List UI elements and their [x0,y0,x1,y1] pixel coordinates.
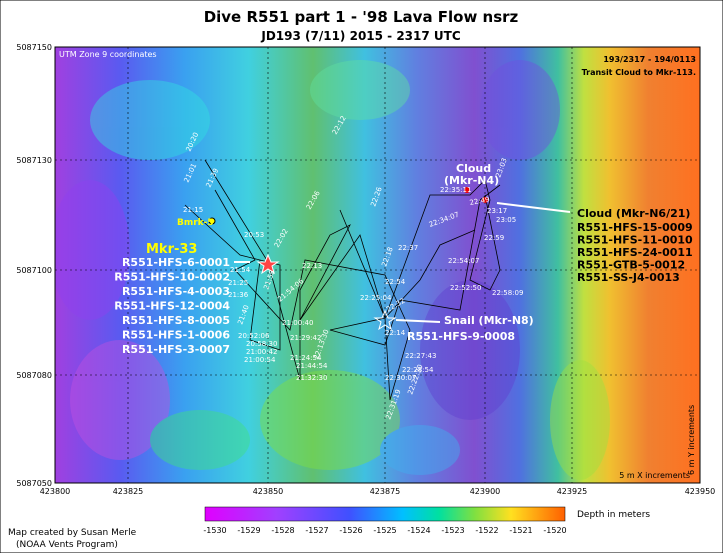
time-label: 21:44:54 [296,362,328,370]
time-label: 20:58:30 [246,340,277,348]
colorbar-label: Depth in meters [577,510,650,520]
scale-note: 6 m Y increments [687,405,696,475]
sample-label: R551-HFS-12-0004 [114,300,230,313]
marker-label: Cloud [456,162,491,175]
x-axis-label: 423875 [370,487,401,496]
time-label: 21:36 [228,291,249,299]
x-axis-label: 423825 [113,487,144,496]
time-label: 22:37 [398,244,418,252]
time-label: 22:27:43 [405,352,436,360]
time-label: 21:54 [230,266,251,274]
x-axis-label: 423950 [685,487,716,496]
marker-label: Mkr-33 [146,242,197,257]
colorbar-tick: -1526 [339,526,362,535]
x-axis-label: 423850 [253,487,284,496]
time-label: 22:28:54 [402,366,434,374]
time-label: 21:15 [183,206,203,214]
sample-label: R551-HFS-15-0009 [577,221,693,234]
info-line: Transit Cloud to Mkr-113. [582,68,696,77]
y-axis-label: 5087080 [16,371,52,380]
colorbar-tick: -1529 [237,526,260,535]
x-axis-label: 423900 [470,487,501,496]
y-axis-label: 5087150 [16,43,52,52]
colorbar-tick: -1524 [407,526,430,535]
time-label: 22:54:07 [448,257,479,265]
marker-label: (Mkr-N4) [444,174,499,187]
sample-label: R551-HFS-8-0005 [122,314,230,327]
scale-note: 5 m X increments [619,471,690,480]
sample-label: R551-GTB-5-0012 [577,259,685,272]
colorbar-tick: -1520 [543,526,566,535]
credit: Map created by Susan Merle [8,528,137,538]
colorbar-tick: -1530 [203,526,226,535]
time-label: 22:25:04 [360,294,392,302]
subtitle: JD193 (7/11) 2015 - 2317 UTC [260,29,460,43]
y-axis-label: 5087100 [16,266,52,275]
time-label: 23:17 [487,207,507,215]
time-label: 22:14 [385,329,406,337]
x-axis-label: 423800 [40,487,71,496]
time-label: 21:24:54 [290,354,322,362]
time-label: 23:05 [496,216,516,224]
sample-label: R551-HFS-6-0001 [122,256,230,269]
map-frame [54,46,701,484]
colorbar [204,506,566,522]
sample-label: R551-HFS-3-0007 [122,343,230,356]
time-label: 22:35:11 [440,186,471,194]
sample-label: R551-SS-J4-0013 [577,271,680,284]
time-label: 22:54 [385,278,406,286]
time-label: 21:25 [228,279,248,287]
time-label: 21:32:30 [296,374,327,382]
x-axis-label: 423925 [557,487,588,496]
time-label: 21:00:40 [282,319,313,327]
colorbar-tick: -1521 [509,526,532,535]
markers [208,187,571,331]
title: Dive R551 part 1 - '98 Lava Flow nsrz [204,8,519,26]
credit: (NOAA Vents Program) [16,540,118,550]
time-label: 20:52:06 [238,332,270,340]
time-label: 22:13 [302,262,322,270]
marker-label: Bmrk-5 [177,218,214,228]
time-label: 21:29:42 [290,334,321,342]
time-label: 22:30:07 [385,374,416,382]
y-axis-label: 5087050 [16,479,52,488]
info-line: 193/2317 - 194/0113 [603,55,696,64]
sample-label: R551-HFS-4-0003 [122,285,230,298]
colorbar-tick: -1528 [271,526,294,535]
sample-label: R551-HFS-11-0010 [577,234,693,247]
colorbar-tick: -1523 [441,526,464,535]
corner-note: UTM Zone 9 coordinates [59,50,157,59]
marker-label: Snail (Mkr-N8) [444,314,534,327]
time-label: 21:00:42 [246,348,277,356]
colorbar-tick: -1527 [305,526,328,535]
time-label: 22:58:09 [492,289,523,297]
colorbar-tick: -1522 [475,526,498,535]
time-label: 22:49 [469,196,490,207]
sample-label: R551-HFS-9-0008 [407,330,515,343]
bathymetry [55,47,700,483]
time-label: 20:53 [244,231,264,239]
time-label: 21:00:54 [244,356,276,364]
sample-label: R551-HFS-1-0006 [122,329,230,342]
marker-label: Cloud (Mkr-N6/21) [577,207,690,220]
time-label: 22:52:50 [450,284,481,292]
sample-label: R551-HFS-24-0011 [577,246,693,259]
colorbar-tick: -1525 [373,526,396,535]
time-label: 22:59 [484,234,504,242]
sample-label: R551-HFS-10-0002 [114,271,230,284]
y-axis-label: 5087130 [16,156,52,165]
